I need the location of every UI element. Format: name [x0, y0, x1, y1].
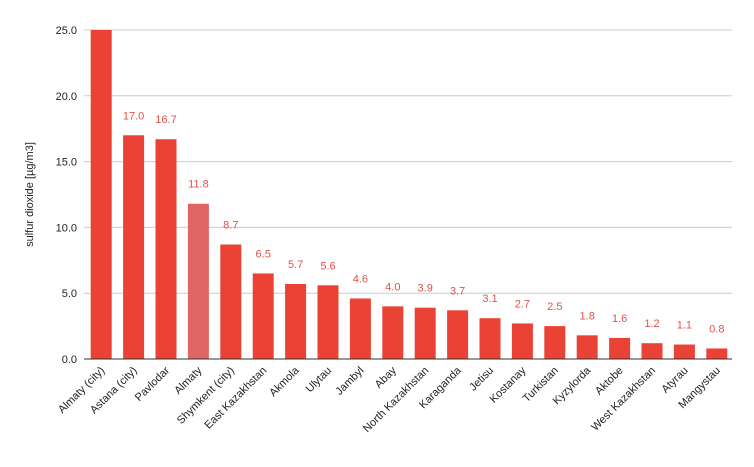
- x-tick-label: Abay: [373, 364, 400, 391]
- bar: [706, 348, 728, 359]
- y-tick-label: 5.0: [62, 288, 77, 300]
- bar: [123, 135, 145, 359]
- x-tick-label: Jambyl: [333, 365, 366, 398]
- x-tick-label: East Kazakhstan: [202, 365, 269, 432]
- data-label: 17.0: [123, 110, 144, 122]
- data-label: 1.1: [677, 320, 692, 332]
- data-label: 5.6: [320, 260, 335, 272]
- bar: [414, 307, 436, 359]
- data-label: 4.0: [385, 281, 400, 293]
- y-tick-label: 0.0: [62, 354, 77, 366]
- gridlines: [84, 29, 732, 294]
- data-label: 1.6: [612, 313, 627, 325]
- bar: [90, 30, 112, 359]
- data-label: 16.7: [155, 114, 176, 126]
- x-tick-label: Akmola: [267, 364, 302, 399]
- data-label: 2.5: [547, 301, 562, 313]
- bar: [252, 273, 274, 359]
- data-label: 6.5: [256, 248, 271, 260]
- data-label: 1.8: [580, 310, 595, 322]
- bar: [673, 344, 695, 359]
- bar: [447, 310, 469, 359]
- data-label: 3.1: [482, 293, 497, 305]
- bar: [349, 298, 371, 359]
- bar: [317, 285, 339, 359]
- bars: [90, 30, 728, 359]
- data-label: 8.7: [223, 220, 238, 232]
- y-tick-label: 25.0: [56, 25, 77, 37]
- data-label: 2.7: [515, 298, 530, 310]
- x-tick-label: Ulytau: [304, 365, 335, 396]
- y-axis-ticks: 0.0 5.0 10.0 15.0 20.0 25.0: [56, 25, 77, 366]
- bar: [382, 306, 404, 359]
- data-labels: 17.0 16.7 11.8 8.7 6.5 5.7 5.6 4.6 4.0 3.9 3.7 3.1 2…: [123, 110, 725, 335]
- y-tick-label: 15.0: [56, 157, 77, 169]
- data-label: 3.9: [418, 283, 433, 295]
- x-tick-label: Shymkent (city): [175, 365, 237, 427]
- bar: [155, 139, 177, 359]
- bar: [479, 318, 501, 359]
- bar: [220, 244, 242, 359]
- x-axis-ticks: Almaty (city)Astana (city)Pavlodar Almaty…: [56, 364, 723, 435]
- data-label: 0.8: [709, 323, 724, 335]
- bar: [544, 326, 566, 359]
- bar: [641, 343, 663, 359]
- x-tick-label: Pavlodar: [133, 364, 172, 403]
- x-tick-label: Jetisu: [467, 365, 496, 394]
- data-label: 11.8: [188, 179, 209, 191]
- bar: [511, 323, 533, 359]
- x-tick-label: Atyrau: [660, 365, 691, 396]
- bar: [609, 337, 631, 359]
- data-label: 5.7: [288, 259, 303, 271]
- y-tick-label: 20.0: [56, 91, 77, 103]
- data-label: 4.6: [353, 273, 368, 285]
- data-label: 3.7: [450, 285, 465, 297]
- y-axis-title: sulfur dioxide [µg/m3]: [24, 142, 36, 247]
- data-label: 1.2: [644, 318, 659, 330]
- bar: [576, 335, 598, 359]
- bar: [285, 283, 307, 359]
- bar: [187, 203, 209, 359]
- y-tick-label: 10.0: [56, 222, 77, 234]
